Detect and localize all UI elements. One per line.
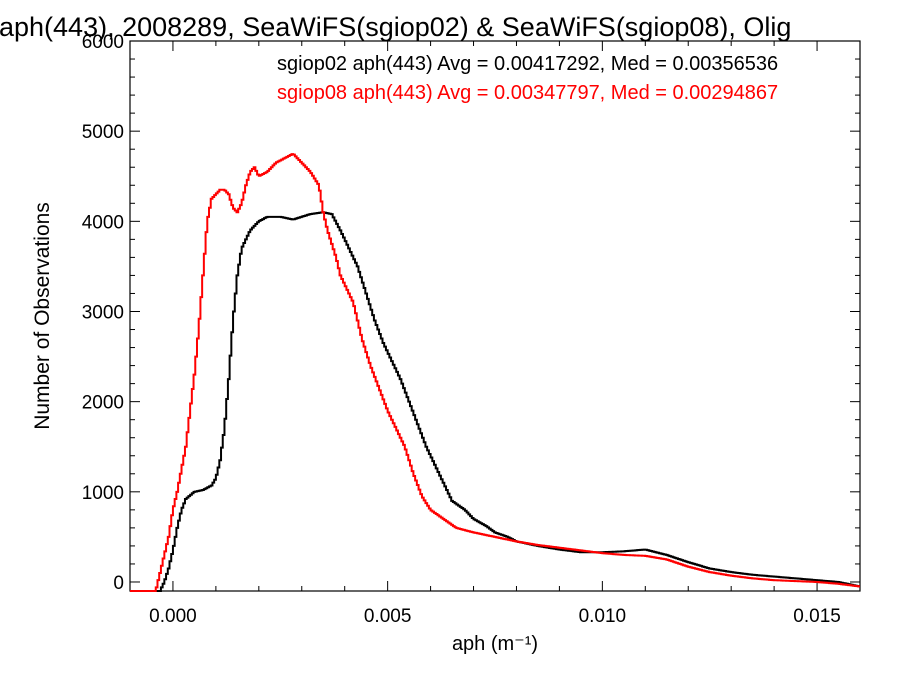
series-sgiop02-line [130,211,860,592]
legend: sgiop02 aph(443) Avg = 0.00417292, Med =… [277,53,778,104]
y-axis: 0 1000 2000 3000 4000 5000 6000 [82,32,860,594]
y-tick-label: 4000 [82,212,124,233]
y-tick-label: 5000 [82,122,124,143]
x-tick-label: 0.000 [149,606,197,627]
y-tick-label: 6000 [82,32,124,53]
legend-entry-sgiop02: sgiop02 aph(443) Avg = 0.00417292, Med =… [277,53,778,75]
plot-frame [129,40,861,592]
x-tick-label: 0.005 [364,606,412,627]
legend-entry-sgiop08: sgiop08 aph(443) Avg = 0.00347797, Med =… [277,82,778,104]
y-axis-label: Number of Observations [31,202,54,430]
series-layer [130,153,860,592]
chart-title: aph(443), 2008289, SeaWiFS(sgiop02) & Se… [0,12,791,42]
x-axis-label: aph (m⁻¹) [452,633,538,655]
y-tick-label: 2000 [82,393,124,414]
y-tick-label: 3000 [82,302,124,323]
x-axis: 0.000 0.005 0.010 0.015 [129,41,861,627]
x-tick-label: 0.015 [793,606,841,627]
series-sgiop08-line [130,153,860,592]
y-tick-label: 1000 [82,483,124,504]
y-tick-label: 0 [113,573,124,594]
x-tick-label: 0.010 [579,606,627,627]
